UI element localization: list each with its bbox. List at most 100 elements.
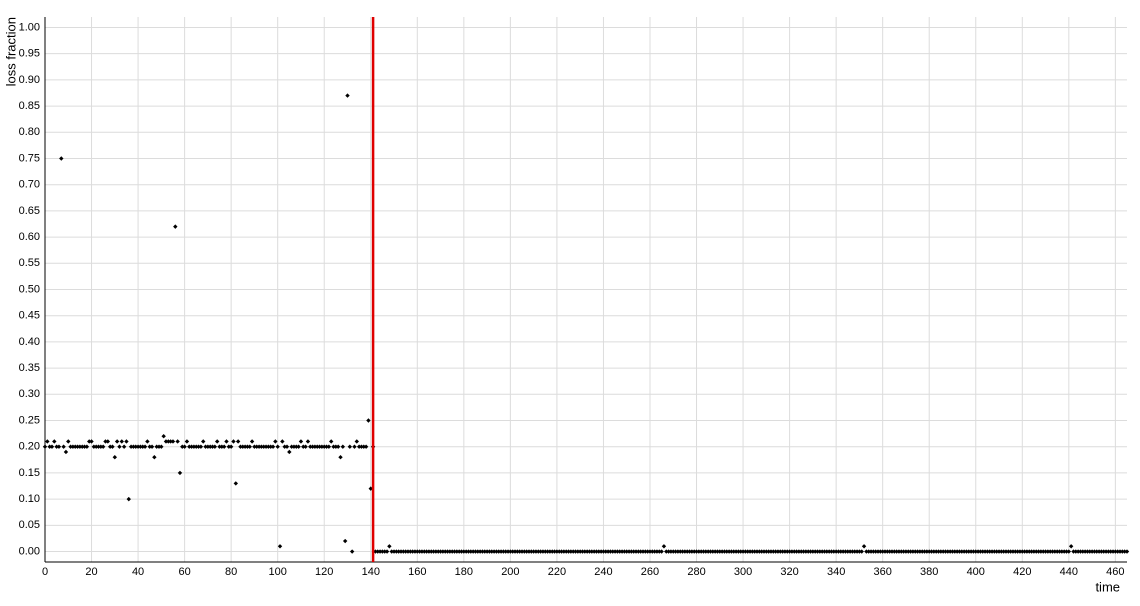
point <box>377 549 383 554</box>
point <box>484 549 490 554</box>
point <box>1089 549 1095 554</box>
point <box>657 549 662 554</box>
point <box>1078 549 1083 554</box>
point <box>228 444 234 449</box>
point <box>315 444 320 449</box>
point <box>833 549 839 554</box>
point <box>996 549 1002 554</box>
point <box>954 549 960 554</box>
point <box>405 549 411 554</box>
point <box>652 549 657 554</box>
point <box>647 549 653 554</box>
x-tick-label: 0 <box>42 566 48 578</box>
point <box>824 549 830 554</box>
point <box>84 444 90 449</box>
x-tick-label: 400 <box>967 566 985 578</box>
point <box>743 549 748 554</box>
point <box>263 444 269 449</box>
point <box>859 549 864 554</box>
point <box>559 549 564 554</box>
point <box>166 439 171 444</box>
point <box>740 549 746 554</box>
point <box>198 444 204 449</box>
point <box>794 549 799 554</box>
point <box>645 549 650 554</box>
point <box>275 444 280 449</box>
point <box>724 549 729 554</box>
point <box>1045 549 1051 554</box>
point <box>694 549 699 554</box>
x-tick-label: 260 <box>641 566 659 578</box>
point <box>152 454 157 460</box>
point <box>545 549 550 554</box>
y-tick-label: 0.25 <box>19 414 40 426</box>
point <box>947 549 953 554</box>
point <box>885 549 890 554</box>
point <box>1082 549 1088 554</box>
point <box>887 549 892 554</box>
point <box>149 444 155 449</box>
point <box>389 549 394 554</box>
point <box>896 549 902 554</box>
point <box>715 549 720 554</box>
point <box>759 549 764 554</box>
point <box>249 439 255 444</box>
x-tick-label: 200 <box>501 566 519 578</box>
point <box>470 549 476 554</box>
point <box>219 444 225 449</box>
point <box>310 444 315 449</box>
x-tick-label: 100 <box>269 566 287 578</box>
y-tick-label: 0.85 <box>19 100 40 112</box>
point <box>245 444 250 449</box>
x-tick-label: 300 <box>734 566 752 578</box>
point <box>480 549 485 554</box>
x-tick-label: 340 <box>827 566 845 578</box>
point <box>443 549 448 554</box>
point <box>778 549 783 554</box>
point <box>733 549 739 554</box>
x-tick-label: 120 <box>315 566 333 578</box>
point <box>1103 549 1109 554</box>
point <box>317 444 322 449</box>
point <box>159 444 164 449</box>
point <box>980 549 985 554</box>
point <box>808 549 813 554</box>
point <box>961 549 967 554</box>
point <box>1020 549 1025 554</box>
point <box>331 444 336 449</box>
point <box>968 549 974 554</box>
point <box>875 549 881 554</box>
point <box>547 549 553 554</box>
point <box>780 549 785 554</box>
point <box>945 549 951 554</box>
point <box>822 549 827 554</box>
point <box>1054 549 1060 554</box>
point <box>619 549 625 554</box>
point <box>80 444 85 449</box>
x-tick-label: 440 <box>1060 566 1078 578</box>
point <box>431 549 436 554</box>
point <box>1038 549 1044 554</box>
point <box>894 549 899 554</box>
point <box>992 549 997 554</box>
point <box>61 444 66 449</box>
point <box>1094 549 1099 554</box>
point <box>77 444 83 449</box>
point <box>1115 549 1120 554</box>
point <box>557 549 562 554</box>
point <box>189 444 194 449</box>
point <box>810 549 816 554</box>
point <box>726 549 732 554</box>
point <box>429 549 434 554</box>
point <box>626 549 632 554</box>
x-tick-label: 240 <box>594 566 612 578</box>
point <box>782 549 788 554</box>
point <box>543 549 548 554</box>
point <box>719 549 725 554</box>
point <box>838 549 843 554</box>
point <box>1080 549 1085 554</box>
x-tick-label: 460 <box>1106 566 1124 578</box>
point <box>515 549 520 554</box>
point <box>924 549 930 554</box>
point <box>1010 549 1016 554</box>
